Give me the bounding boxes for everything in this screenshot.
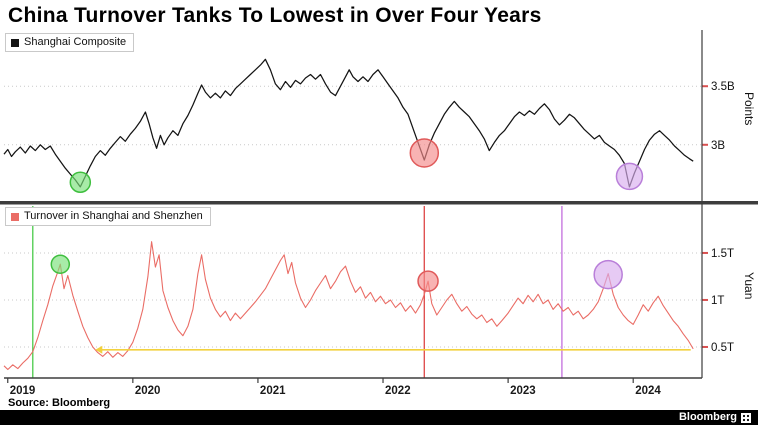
legend-swatch-turnover (11, 212, 19, 221)
y-tick-label: 1T (711, 295, 724, 307)
chart-area: 3.5B 3B 1.5T 1T 0.5T 2019 2020 2021 2022 2023 2024 (0, 30, 758, 397)
legend-turnover: Turnover in Shanghai and Shenzhen (5, 207, 211, 226)
red-event-marker-top (409, 138, 440, 168)
x-tick-label: 2020 (135, 385, 161, 397)
page-title: China Turnover Tanks To Lowest in Over F… (8, 4, 542, 27)
y-tick-label: 1.5T (711, 248, 734, 260)
y-axis-label-yuan: Yuan (742, 272, 756, 300)
y-axis-label-points: Points (742, 92, 756, 126)
x-tick-label: 2022 (385, 385, 411, 397)
turnover-shanghai-shenzhen-line (3, 241, 694, 371)
x-tick-label: 2021 (260, 385, 286, 397)
green-event-marker-top (69, 171, 92, 194)
y-tick-label: 3.5B (711, 81, 735, 93)
panel-divider (0, 201, 758, 205)
shanghai-composite-line (3, 58, 694, 188)
y-tick-label: 3B (711, 140, 725, 152)
purple-event-marker-bottom (593, 259, 623, 290)
green-event-marker-bottom (50, 254, 71, 274)
legend-label-turnover: Turnover in Shanghai and Shenzhen (24, 210, 203, 222)
x-tick-label: 2023 (510, 385, 536, 397)
brand-bar: Bloomberg (0, 410, 758, 425)
footer: Source: Bloomberg Bloomberg (0, 396, 758, 425)
source-label: Source: Bloomberg (8, 397, 111, 409)
bloomberg-logo: Bloomberg (679, 412, 751, 423)
legend-label-composite: Shanghai Composite (24, 36, 127, 48)
bloomberg-wordmark: Bloomberg (678, 411, 737, 423)
legend-shanghai-composite: Shanghai Composite (5, 33, 135, 52)
y-tick-label: 0.5T (711, 342, 734, 354)
legend-swatch-composite (11, 38, 19, 47)
x-tick-label: 2024 (635, 385, 661, 397)
lowest-level-arrowhead (95, 345, 103, 354)
red-event-marker-bottom (417, 270, 439, 292)
purple-event-marker-top (615, 162, 644, 191)
x-tick-label: 2019 (10, 385, 36, 397)
bloomberg-logo-grid-icon (741, 412, 751, 423)
